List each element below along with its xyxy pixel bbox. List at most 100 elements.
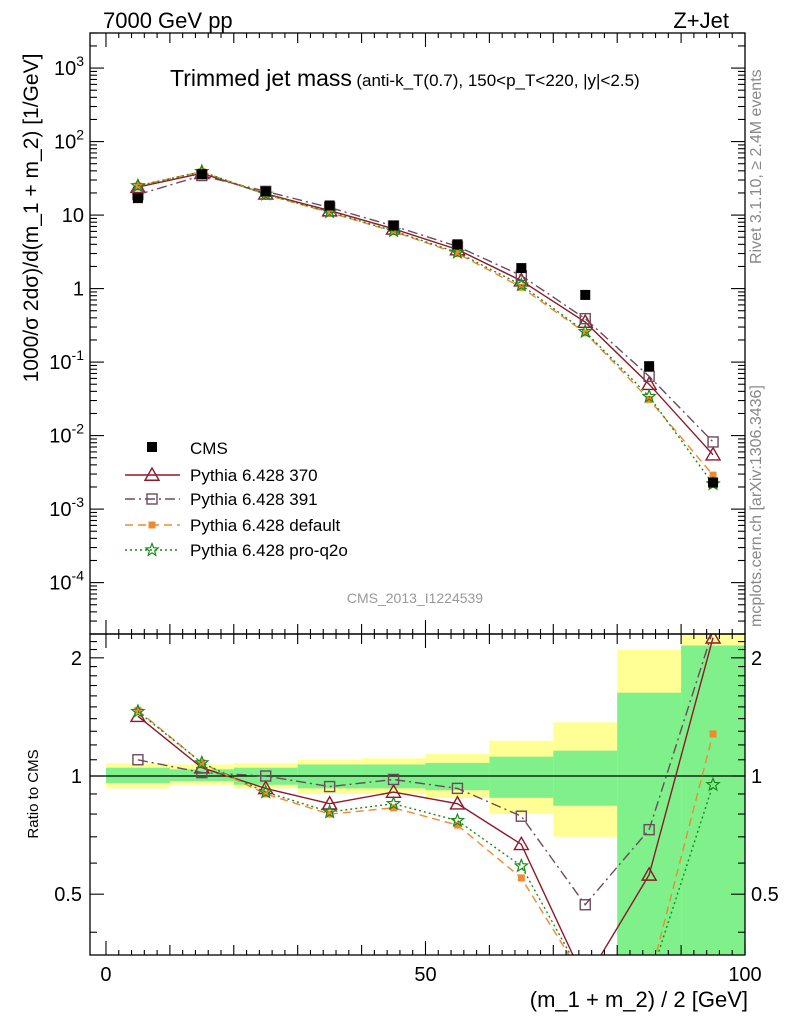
legend-label: Pythia 6.428 pro-q2o [190,541,348,560]
cms-data-point [388,220,399,231]
main-point-4 [513,276,530,292]
cms-data-point [580,289,591,300]
cms-data-point [516,263,527,274]
main-line-4 [137,170,714,485]
ratio-point-0 [640,866,658,881]
main-point-3 [326,209,334,217]
ratio-point-2 [453,821,461,829]
side-label-bottom: mcplots.cern.ch [arXiv:1306.3436] [748,385,765,627]
x-tick-label: 50 [414,964,436,986]
ratio-point-3 [705,776,721,792]
inner-band-bin [105,767,170,783]
ratio-y-tick-label: 0.5 [54,884,82,906]
ratio-point-2 [134,706,142,714]
ratio-y-axis-label: Ratio to CMS [25,749,42,838]
ratio-point-0 [321,795,338,810]
inner-band-bin [553,750,618,806]
y-tick-label: 1 [73,279,84,301]
main-y-axis-label: 1000/σ 2dσ)/d(m_1 + m_2) [1/GeV] [20,54,43,383]
ratio-point-3 [321,803,338,819]
ratio-line-2 [137,709,714,955]
cms-data-point [196,169,207,180]
inner-band-bin [681,645,745,955]
ratio-point-2 [198,759,206,767]
ratio-point-1 [132,754,144,766]
legend-marker [146,493,158,505]
title-main: Trimmed jet mass [170,65,352,91]
x-tick-label: 0 [100,964,111,986]
main-point-2 [643,370,655,383]
legend-label: CMS [190,439,228,458]
main-point-3 [581,329,589,337]
ratio-point-3 [130,703,146,719]
watermark: CMS_2013_I1224539 [347,590,483,606]
cms-data-point [644,361,655,372]
cms-data-point [260,186,271,197]
ratio-point-1 [387,773,400,786]
cms-data-point [708,477,719,488]
y-tick-label: 102 [54,127,84,154]
x-axis-label: (m_1 + m_2) / 2 [GeV] [530,987,748,1012]
main-point-1 [704,446,722,461]
main-point-4 [449,244,466,260]
cms-data-point [324,200,335,211]
ratio-y-tick-label-right: 2 [751,648,762,670]
inner-band-bin [169,769,234,782]
ratio-point-3 [385,795,402,811]
ratio-point-1 [451,782,464,795]
side-label-top: Rivet 3.1.10, ≥ 2.4M events [748,69,765,264]
ratio-y-tick-label: 1 [71,766,82,788]
ratio-point-1 [196,766,208,779]
main-point-2 [707,436,719,448]
cms-data-point [132,193,143,204]
legend-marker [148,521,156,529]
ratio-point-2 [262,790,270,798]
ratio-point-2 [390,804,398,812]
ratio-point-0 [704,634,722,644]
y-tick-label: 103 [54,53,84,80]
main-point-4 [130,177,146,193]
main-panel-frame [89,32,746,635]
plot-title: Trimmed jet mass (anti-k_T(0.7), 150<p_T… [170,65,640,91]
ratio-point-1 [643,823,655,836]
ratio-y-tick-label: 2 [71,648,82,670]
legend-marker-cms [147,442,157,452]
ratio-y-tick-label-right: 1 [751,766,762,788]
ratio-point-0 [513,835,530,851]
ratio-point-3 [257,783,274,799]
y-tick-label: 10-2 [49,421,84,448]
inner-band-bin [617,692,682,955]
ratio-point-1 [579,899,591,911]
ratio-point-1 [260,770,272,782]
legend: CMS Pythia 6.428 370 Pythia 6.428 391 Pythi… [125,439,348,560]
main-series-layer [129,163,722,491]
ratio-point-2 [517,874,525,882]
ratio-point-2 [709,730,717,738]
main-line-2 [137,174,714,443]
ratio-point-3 [449,812,466,828]
ratio-clipped [129,634,722,955]
x-tick-label: 100 [728,964,761,986]
ratio-point-0 [449,795,466,810]
ratio-y-tick-label-right: 0.5 [751,884,779,906]
y-tick-label: 10-4 [49,568,84,595]
title-sub: (anti-k_T(0.7), 150<p_T<220, |y|<2.5) [356,71,639,90]
legend-label: Pythia 6.428 370 [190,466,318,485]
inner-band-bin [489,756,554,798]
main-point-4 [577,323,593,339]
ratio-line-3 [137,710,714,955]
header-left: 7000 GeV pp [103,8,233,33]
main-point-3 [709,471,717,479]
main-line-3 [137,170,714,476]
axes-layer: 0 50 100 10-4 10-3 10-2 10-1 1 10 102 103 0.5 0.5 1 1 2… [49,32,779,986]
legend-label: Pythia 6.428 default [190,516,341,535]
y-tick-label: 10-3 [49,494,84,521]
legend-label: Pythia 6.428 391 [190,490,318,509]
y-tick-label: 10-1 [49,347,84,374]
y-tick-label: 10 [62,205,84,227]
legend-marker [144,541,160,557]
ratio-point-1 [323,780,336,793]
ratio-series-layer [129,634,722,955]
main-point-4 [641,388,657,404]
